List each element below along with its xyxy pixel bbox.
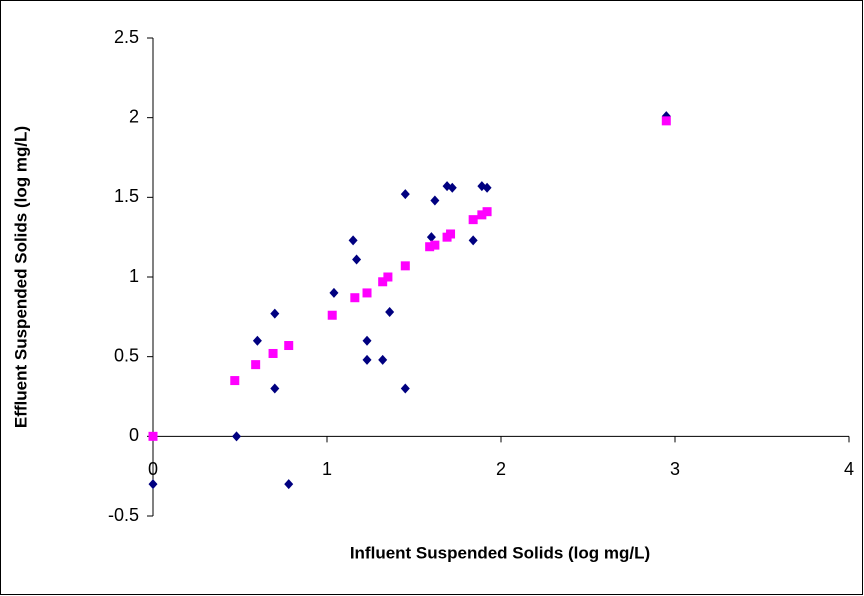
square-point bbox=[482, 207, 492, 217]
diamond-point bbox=[252, 335, 262, 346]
y-tick-label: 1 bbox=[129, 266, 139, 286]
square-point bbox=[230, 376, 240, 386]
diamond-point bbox=[447, 182, 457, 193]
x-tick-label: 3 bbox=[670, 459, 680, 479]
x-tick-label: 4 bbox=[844, 459, 854, 479]
y-tick-label: 1.5 bbox=[114, 186, 139, 206]
diamond-point bbox=[426, 232, 436, 243]
diamond-point bbox=[362, 354, 372, 365]
diamond-point bbox=[362, 335, 372, 346]
diamond-point bbox=[270, 308, 280, 319]
square-point bbox=[477, 210, 487, 220]
diamond-point bbox=[400, 189, 410, 200]
diamond-point bbox=[378, 354, 388, 365]
x-axis-label: Influent Suspended Solids (log mg/L) bbox=[350, 543, 650, 562]
square-point bbox=[362, 288, 372, 298]
square-point bbox=[350, 293, 360, 303]
square-point bbox=[327, 310, 337, 320]
diamond-point bbox=[430, 195, 440, 206]
diamond-point bbox=[232, 431, 242, 442]
square-point bbox=[251, 360, 261, 370]
diamond-point bbox=[148, 479, 158, 490]
diamond-point bbox=[348, 235, 358, 246]
x-tick-label: 1 bbox=[322, 459, 332, 479]
square-point bbox=[383, 272, 393, 282]
square-point bbox=[425, 242, 435, 252]
square-point bbox=[400, 261, 410, 271]
diamond-point bbox=[284, 479, 294, 490]
y-tick-label: 2.5 bbox=[114, 27, 139, 47]
y-tick-label: 2 bbox=[129, 106, 139, 126]
square-point bbox=[661, 116, 671, 126]
diamond-point bbox=[400, 383, 410, 394]
square-point bbox=[446, 229, 456, 239]
diamond-point bbox=[385, 307, 395, 318]
square-point bbox=[148, 431, 158, 441]
square-point bbox=[430, 240, 440, 250]
y-axis-label: Effluent Suspended Solids (log mg/L) bbox=[11, 126, 30, 428]
square-point bbox=[468, 215, 478, 225]
x-tick-label: 2 bbox=[496, 459, 506, 479]
y-tick-label: -0.5 bbox=[108, 505, 139, 525]
y-tick-label: 0.5 bbox=[114, 345, 139, 365]
diamond-point bbox=[270, 383, 280, 394]
y-tick-label: 0 bbox=[129, 425, 139, 445]
diamond-point bbox=[329, 287, 339, 298]
diamond-point bbox=[468, 235, 478, 246]
square-point bbox=[378, 277, 388, 287]
diamond-point bbox=[352, 254, 362, 265]
square-point bbox=[284, 341, 294, 351]
x-tick-label: 0 bbox=[148, 459, 158, 479]
diamond-point bbox=[482, 182, 492, 193]
square-point bbox=[268, 348, 278, 358]
